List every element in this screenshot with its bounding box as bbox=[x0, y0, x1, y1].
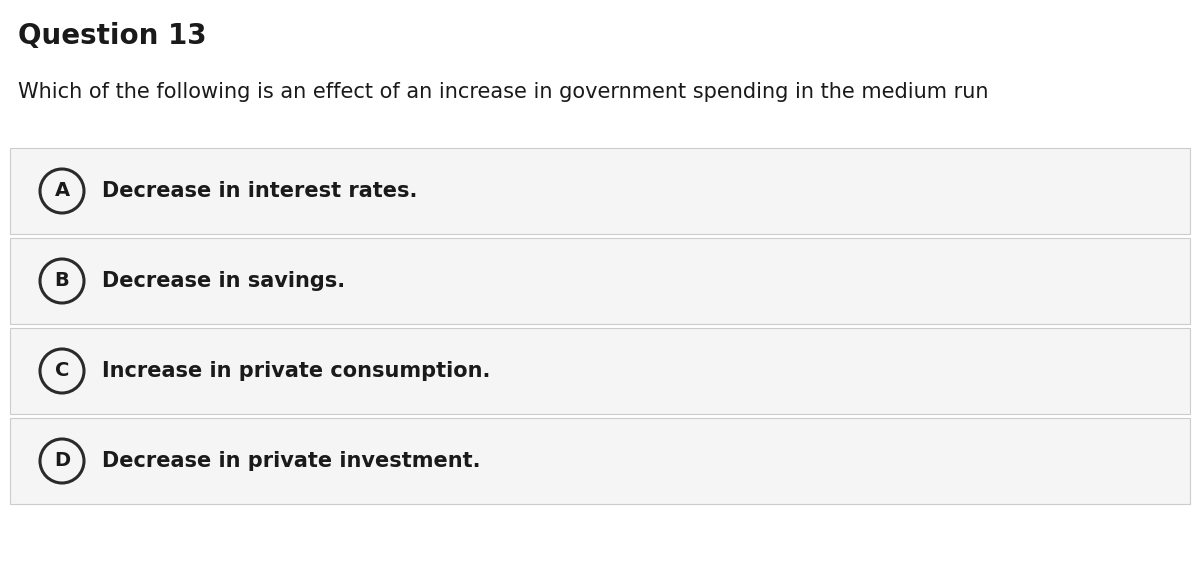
Circle shape bbox=[40, 349, 84, 393]
Circle shape bbox=[40, 169, 84, 213]
FancyBboxPatch shape bbox=[10, 328, 1190, 414]
Circle shape bbox=[40, 259, 84, 303]
Text: D: D bbox=[54, 451, 70, 471]
Circle shape bbox=[40, 439, 84, 483]
Text: Decrease in savings.: Decrease in savings. bbox=[102, 271, 346, 291]
FancyBboxPatch shape bbox=[10, 148, 1190, 234]
Text: Decrease in private investment.: Decrease in private investment. bbox=[102, 451, 480, 471]
Text: Question 13: Question 13 bbox=[18, 22, 206, 50]
Text: Which of the following is an effect of an increase in government spending in the: Which of the following is an effect of a… bbox=[18, 82, 989, 102]
FancyBboxPatch shape bbox=[10, 238, 1190, 324]
FancyBboxPatch shape bbox=[10, 418, 1190, 504]
Text: B: B bbox=[55, 272, 70, 291]
Text: C: C bbox=[55, 362, 70, 380]
Text: Increase in private consumption.: Increase in private consumption. bbox=[102, 361, 491, 381]
Text: Decrease in interest rates.: Decrease in interest rates. bbox=[102, 181, 418, 201]
Text: A: A bbox=[54, 181, 70, 201]
